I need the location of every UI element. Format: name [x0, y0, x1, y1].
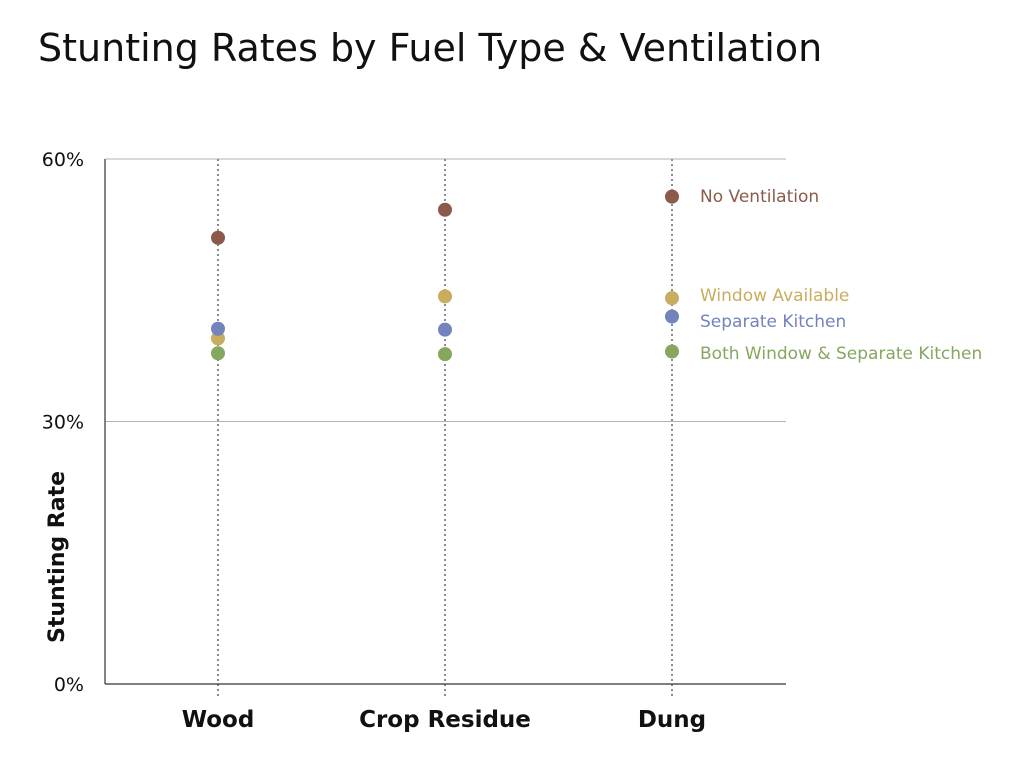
- data-point: [438, 289, 452, 304]
- data-point: [665, 309, 679, 324]
- y-tick-label: 30%: [42, 412, 84, 434]
- data-point: [438, 202, 452, 217]
- legend-label: Both Window & Separate Kitchen: [700, 344, 982, 364]
- axis-layer: 0% 30% 60% Wood Crop Residue Dung Stunting Rat…: [42, 149, 786, 733]
- data-point: [665, 344, 679, 359]
- legend-label: Window Available: [700, 286, 849, 306]
- x-tick-label: Crop Residue: [359, 707, 531, 733]
- data-point: [438, 322, 452, 337]
- chart-title: Stunting Rates by Fuel Type & Ventilatio…: [38, 26, 823, 70]
- x-tick-label: Wood: [182, 707, 255, 733]
- data-point: [211, 346, 225, 361]
- y-axis-title: Stunting Rate: [45, 471, 70, 643]
- legend-label: Separate Kitchen: [700, 312, 846, 332]
- data-point: [438, 347, 452, 362]
- grid-layer: [105, 158, 786, 696]
- data-point: [211, 230, 225, 245]
- data-point: [665, 189, 679, 204]
- x-tick-label: Dung: [638, 707, 706, 733]
- data-point: [211, 331, 225, 346]
- y-tick-label: 0%: [54, 674, 84, 696]
- y-tick-label: 60%: [42, 149, 84, 171]
- legend-layer: No Ventilation Window Available Separate K…: [700, 187, 982, 364]
- legend-label: No Ventilation: [700, 187, 819, 207]
- data-point: [665, 291, 679, 306]
- points-layer: [211, 189, 679, 362]
- data-point: [211, 321, 225, 336]
